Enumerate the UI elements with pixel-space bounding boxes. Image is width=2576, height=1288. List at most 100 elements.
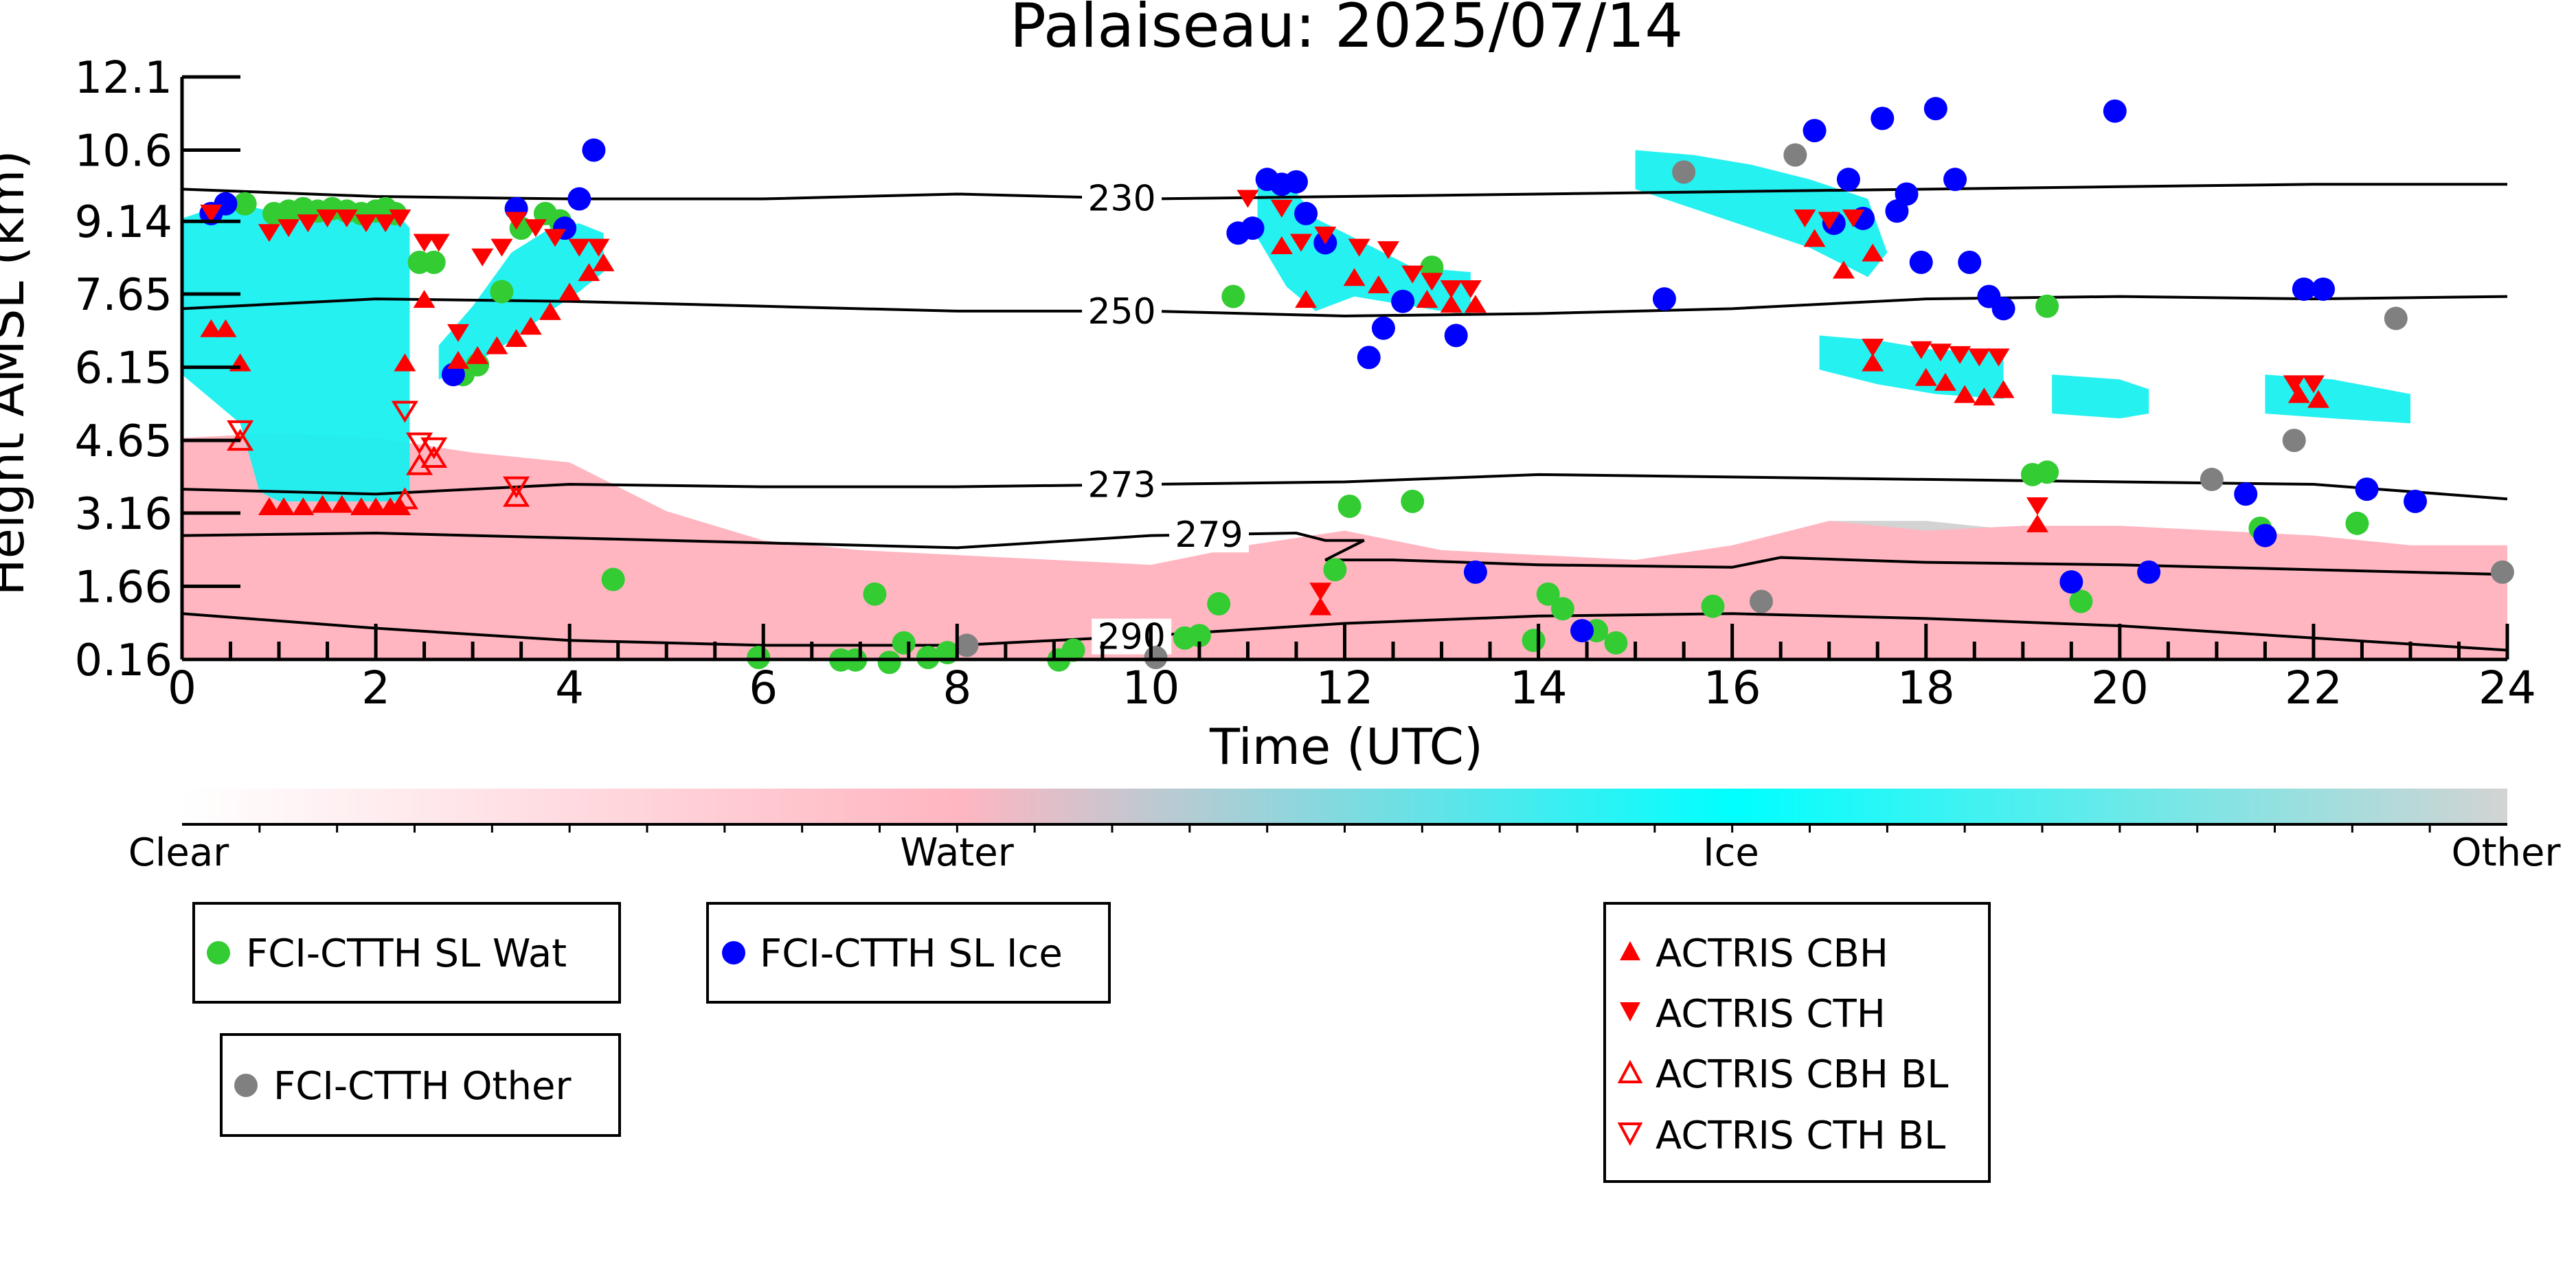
- data-point: [413, 234, 436, 252]
- data-point: [892, 631, 916, 655]
- legend-label: ACTRIS CTH BL: [1656, 1114, 1945, 1158]
- data-point: [1818, 212, 1840, 230]
- data-point: [916, 646, 940, 670]
- data-point: [1309, 597, 1332, 615]
- data-point: [316, 209, 339, 227]
- phase-colorbar: Clear Water Ice Other: [128, 789, 2561, 875]
- contour-label: 230: [1087, 178, 1155, 219]
- data-point: [1550, 597, 1574, 621]
- contour-279: [181, 532, 2508, 576]
- data-point: [1832, 260, 1855, 279]
- colorbar-gradient: [182, 789, 2507, 824]
- y-tick-label: 7.65: [75, 270, 173, 321]
- data-point: [568, 238, 591, 257]
- data-point: [1522, 629, 1546, 653]
- x-tick-label: 20: [2091, 662, 2149, 714]
- x-tick-label: 18: [1897, 662, 1955, 714]
- data-point: [391, 487, 418, 510]
- data-point: [1836, 168, 1860, 192]
- data-point: [1371, 316, 1395, 340]
- data-point: [1241, 216, 1265, 240]
- data-point: [519, 317, 542, 335]
- data-point: [1284, 170, 1308, 194]
- data-point: [258, 224, 280, 242]
- data-point: [863, 582, 887, 606]
- data-point: [258, 497, 280, 515]
- y-tick-label: 4.65: [75, 416, 173, 467]
- legend-marker-triangle-down-open-icon: [1617, 1122, 1643, 1146]
- y-tick-label: 6.15: [75, 343, 173, 394]
- data-point: [1862, 339, 1884, 357]
- y-tick-label: 0.16: [75, 635, 173, 686]
- data-point: [505, 328, 528, 347]
- data-point: [227, 420, 254, 442]
- x-tick-label: 4: [555, 662, 584, 714]
- x-tick-label: 6: [749, 662, 778, 714]
- colorbar-label-other: Other: [2451, 831, 2561, 875]
- contour-label-bg: [1082, 293, 1162, 329]
- y-tick-label: 9.14: [75, 197, 173, 248]
- data-point: [503, 476, 530, 499]
- data-point: [1929, 343, 1952, 362]
- contour-label-bg: [1082, 180, 1162, 216]
- contour-273: [181, 473, 2508, 501]
- data-point: [1323, 558, 1347, 582]
- data-point: [578, 263, 600, 282]
- data-point: [2287, 385, 2310, 403]
- colorbar-label-ice: Ice: [1703, 831, 1759, 875]
- data-point: [1794, 209, 1816, 227]
- data-point: [1991, 297, 2015, 321]
- data-point: [2283, 375, 2305, 394]
- data-point: [1862, 243, 1884, 262]
- data-point: [2490, 560, 2514, 584]
- data-point: [1463, 560, 1487, 584]
- colorbar-ticks: [258, 824, 2431, 833]
- data-point: [955, 633, 979, 657]
- data-point: [394, 353, 416, 372]
- data-point: [447, 324, 469, 342]
- water-cloud-region: [182, 433, 2507, 659]
- legend-label: FCI-CTTH Other: [273, 1064, 572, 1109]
- legend-marker-triangle-down-icon: [1620, 1002, 1640, 1021]
- legend-actris: ACTRIS CBH ACTRIS CTH ACTRIS CBH BL ACTR…: [1603, 902, 1991, 1183]
- data-point: [2035, 460, 2059, 484]
- data-point: [587, 238, 610, 257]
- data-point: [1444, 324, 1468, 348]
- series-actris-cth-bl: [227, 400, 530, 499]
- data-point: [2035, 294, 2059, 318]
- legend-box: [220, 1033, 621, 1137]
- data-point: [2312, 277, 2336, 301]
- data-point: [1862, 353, 1884, 372]
- data-point: [1885, 199, 1909, 223]
- legend-marker-triangle-up-icon: [1620, 941, 1640, 960]
- contour-label-bg: [1169, 517, 1250, 553]
- data-point: [1923, 97, 1947, 121]
- legend-label: FCI-CTTH SL Ice: [760, 931, 1063, 976]
- y-tick-label: 1.66: [75, 562, 173, 613]
- data-point: [1783, 143, 1807, 167]
- legend-label: FCI-CTTH SL Wat: [246, 931, 567, 976]
- series-fci-ctth-sl-wat: [233, 192, 2369, 675]
- series-actris-cbh: [200, 229, 2329, 615]
- data-point: [601, 567, 625, 591]
- data-point: [1309, 583, 1332, 601]
- data-point: [1604, 631, 1628, 655]
- data-point: [2282, 429, 2306, 453]
- data-point: [1440, 280, 1462, 298]
- x-tick-label: 12: [1316, 662, 1374, 714]
- x-tick-label: 2: [361, 662, 390, 714]
- data-point: [490, 280, 514, 304]
- x-tick-label: 0: [168, 662, 196, 714]
- data-point: [490, 238, 513, 257]
- colorbar-label-water: Water: [900, 831, 1015, 875]
- data-point: [200, 319, 223, 337]
- data-point: [1749, 589, 1773, 613]
- legend-label: ACTRIS CBH BL: [1656, 1052, 1948, 1097]
- data-point: [1377, 241, 1399, 260]
- data-point: [1440, 295, 1462, 313]
- data-point: [1973, 387, 1996, 406]
- data-point: [524, 219, 547, 238]
- data-point: [1536, 582, 1560, 606]
- data-point: [422, 250, 446, 274]
